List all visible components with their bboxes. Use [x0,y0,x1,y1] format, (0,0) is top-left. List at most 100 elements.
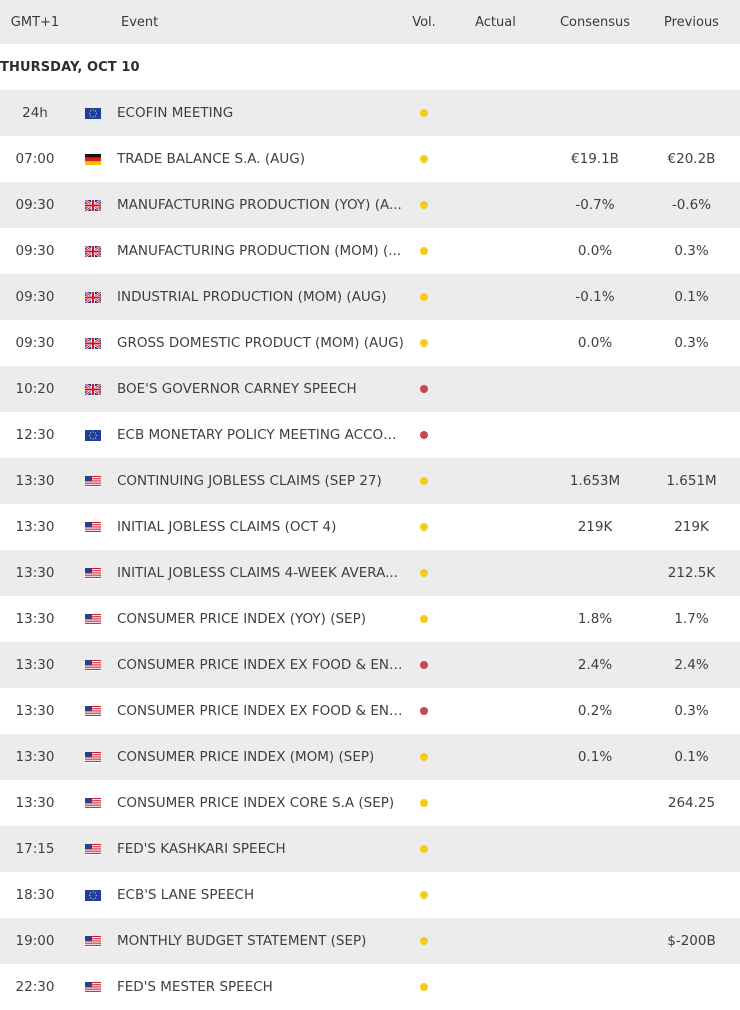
event-name[interactable]: BOE'S GOVERNOR CARNEY SPEECH [117,381,357,397]
consensus-value: €19.1B [571,151,619,167]
event-row[interactable]: 13:30 INITIAL JOBLESS CLAIMS 4-WEEK AVERA… [0,550,740,596]
event-name[interactable]: ECOFIN MEETING [117,105,234,121]
consensus-value: 1.653M [569,473,621,489]
event-time: 24h [22,105,48,121]
us-flag-icon [85,521,101,533]
event-name[interactable]: INDUSTRIAL PRODUCTION (MOM) (AUG) [117,289,387,305]
event-name[interactable]: GROSS DOMESTIC PRODUCT (MOM) (AUG) [117,335,404,351]
event-row[interactable]: 13:30 CONTINUING JOBLESS CLAIMS (SEP 27) 1… [0,458,740,504]
event-name[interactable]: ECB MONETARY POLICY MEETING ACCOU... [117,427,404,443]
event-name[interactable]: MANUFACTURING PRODUCTION (MOM) (... [117,243,402,259]
event-name[interactable]: INITIAL JOBLESS CLAIMS (OCT 4) [117,519,337,535]
event-time: 07:00 [15,151,55,167]
volatility-dot-icon [420,247,428,255]
consensus-value: 0.0% [577,243,613,259]
volatility-dot-icon [420,523,428,531]
event-row[interactable]: 09:30 GROSS DOMESTIC PRODUCT (MOM) (AUG) 0… [0,320,740,366]
consensus-value: 219K [577,519,613,535]
uk-flag-icon [85,291,101,303]
event-time: 13:30 [15,519,55,535]
us-flag-icon [85,751,101,763]
previous-value: 2.4% [674,657,709,673]
event-row[interactable]: 09:30 MANUFACTURING PRODUCTION (YOY) (A..… [0,182,740,228]
event-row[interactable]: 07:00 TRADE BALANCE S.A. (AUG) €19.1B €20.2… [0,136,740,182]
consensus-value: 0.1% [577,749,613,765]
event-time: 19:00 [15,933,55,949]
event-time: 17:15 [15,841,55,857]
eu-flag-icon [85,107,101,119]
eu-flag-icon [85,429,101,441]
event-row[interactable]: 13:30 CONSUMER PRICE INDEX EX FOOD & ENE.… [0,688,740,734]
previous-header: Previous [664,14,719,30]
event-name[interactable]: MANUFACTURING PRODUCTION (YOY) (A... [117,197,402,213]
uk-flag-icon [85,199,101,211]
event-row[interactable]: 17:15 FED'S KASHKARI SPEECH [0,826,740,872]
us-flag-icon [85,613,101,625]
volatility-dot-icon [420,615,428,623]
event-time: 09:30 [15,243,55,259]
event-row[interactable]: 13:30 CONSUMER PRICE INDEX (MOM) (SEP) 0.1… [0,734,740,780]
event-time: 10:20 [15,381,55,397]
event-name[interactable]: CONTINUING JOBLESS CLAIMS (SEP 27) [117,473,382,489]
event-row[interactable]: 09:30 MANUFACTURING PRODUCTION (MOM) (...… [0,228,740,274]
event-row[interactable]: 09:30 INDUSTRIAL PRODUCTION (MOM) (AUG) -0… [0,274,740,320]
previous-value: 0.3% [674,335,709,351]
event-time: 09:30 [15,197,55,213]
event-row[interactable]: 22:30 FED'S MESTER SPEECH [0,964,740,1010]
volatility-dot-icon [420,845,428,853]
us-flag-icon [85,981,101,993]
event-row[interactable]: 19:00 MONTHLY BUDGET STATEMENT (SEP) $-200… [0,918,740,964]
volatility-dot-icon [420,109,428,117]
volatility-header: Vol. [412,14,436,30]
event-name[interactable]: MONTHLY BUDGET STATEMENT (SEP) [117,933,367,949]
event-row[interactable]: 24h ECOFIN MEETING [0,90,740,136]
event-name[interactable]: INITIAL JOBLESS CLAIMS 4-WEEK AVERA... [117,565,398,581]
event-name[interactable]: FED'S KASHKARI SPEECH [117,841,286,857]
actual-header: Actual [475,14,516,30]
event-row[interactable]: 13:30 CONSUMER PRICE INDEX CORE S.A (SEP)… [0,780,740,826]
event-name[interactable]: CONSUMER PRICE INDEX EX FOOD & ENE... [117,657,404,673]
us-flag-icon [85,935,101,947]
event-name[interactable]: CONSUMER PRICE INDEX (YOY) (SEP) [117,611,366,627]
event-time: 13:30 [15,565,55,581]
uk-flag-icon [85,245,101,257]
event-name[interactable]: TRADE BALANCE S.A. (AUG) [117,151,305,167]
event-name[interactable]: CONSUMER PRICE INDEX (MOM) (SEP) [117,749,375,765]
previous-value: 1.7% [674,611,709,627]
event-row[interactable]: 13:30 CONSUMER PRICE INDEX EX FOOD & ENE.… [0,642,740,688]
event-time: 13:30 [15,657,55,673]
event-time: 09:30 [15,289,55,305]
volatility-dot-icon [420,477,428,485]
volatility-dot-icon [420,155,428,163]
eu-flag-icon [85,889,101,901]
event-list: 24h ECOFIN MEETING 07:00 TRADE BALANCE S.A.… [0,90,740,1010]
consensus-value: 0.0% [577,335,613,351]
event-name[interactable]: CONSUMER PRICE INDEX EX FOOD & ENE... [117,703,404,719]
previous-value: 219K [674,519,709,535]
event-row[interactable]: 18:30 ECB'S LANE SPEECH [0,872,740,918]
event-header: Event [121,14,159,30]
event-row[interactable]: 13:30 INITIAL JOBLESS CLAIMS (OCT 4) 219K 2… [0,504,740,550]
volatility-dot-icon [420,201,428,209]
event-name[interactable]: CONSUMER PRICE INDEX CORE S.A (SEP) [117,795,395,811]
previous-value: $-200B [667,933,716,949]
event-name[interactable]: ECB'S LANE SPEECH [117,887,255,903]
event-row[interactable]: 13:30 CONSUMER PRICE INDEX (YOY) (SEP) 1.8… [0,596,740,642]
volatility-dot-icon [420,661,428,669]
event-row[interactable]: 12:30 ECB MONETARY POLICY MEETING ACCOU..… [0,412,740,458]
event-time: 13:30 [15,473,55,489]
timezone-header[interactable]: GMT+1 [10,14,60,30]
event-time: 22:30 [15,979,55,995]
previous-value: 0.1% [674,289,709,305]
event-name[interactable]: FED'S MESTER SPEECH [117,979,273,995]
consensus-value: -0.7% [575,197,615,213]
event-time: 09:30 [15,335,55,351]
volatility-dot-icon [420,431,428,439]
consensus-value: 0.2% [577,703,613,719]
us-flag-icon [85,659,101,671]
de-flag-icon [85,153,101,165]
event-time: 12:30 [15,427,55,443]
event-time: 13:30 [15,703,55,719]
event-row[interactable]: 10:20 BOE'S GOVERNOR CARNEY SPEECH [0,366,740,412]
date-heading: THURSDAY, OCT 10 [0,44,740,90]
